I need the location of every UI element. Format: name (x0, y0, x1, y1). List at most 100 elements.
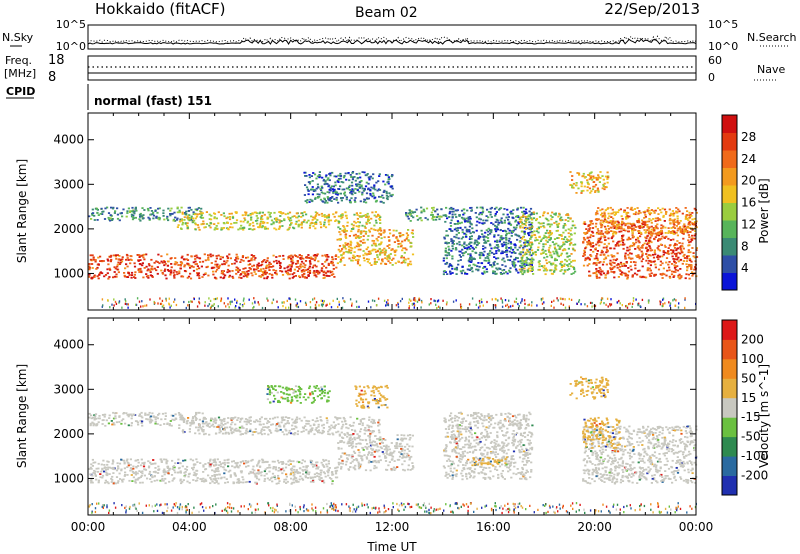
echo-cell (654, 263, 657, 266)
echo-cell (242, 481, 245, 484)
echo-cell (157, 465, 160, 468)
echo-cell (437, 215, 440, 218)
echo-cell (624, 255, 627, 258)
echo-cell (555, 268, 558, 271)
echo-cell (179, 264, 182, 267)
echo-cell (652, 218, 655, 220)
echo-cell (465, 229, 468, 232)
echo-cell (281, 467, 285, 470)
echo-cell (627, 222, 630, 225)
echo-cell (542, 243, 545, 246)
echo-cell (295, 481, 298, 483)
echo-cell (645, 237, 648, 240)
echo-cell (324, 226, 328, 229)
echo-cell (546, 212, 549, 215)
echo-cell (457, 259, 460, 262)
echo-cell (345, 217, 348, 220)
echo-cell (259, 264, 262, 267)
echo-cell (344, 247, 347, 250)
echo-cell (88, 265, 91, 268)
echo-cell (248, 224, 251, 227)
echo-cell (378, 232, 381, 235)
echo-cell (106, 268, 109, 271)
echo-cell (351, 172, 354, 174)
echo-cell (244, 267, 247, 270)
echo-cell (503, 272, 506, 275)
echo-cell (256, 212, 259, 215)
echo-cell (279, 262, 282, 264)
echo-cell (404, 247, 407, 250)
echo-cell (504, 265, 507, 268)
echo-cell (175, 218, 179, 221)
echo-cell (446, 234, 449, 237)
noise-cell (459, 303, 462, 306)
echo-cell (134, 277, 137, 279)
echo-cell (600, 270, 603, 273)
echo-cell (432, 206, 435, 209)
echo-cell (480, 254, 483, 257)
noise-cell (578, 300, 580, 303)
echo-cell (531, 243, 534, 246)
noise-cell (395, 304, 398, 307)
echo-cell (599, 213, 603, 216)
echo-cell (599, 177, 602, 179)
echo-cell (502, 213, 505, 216)
noise-cell (408, 307, 410, 310)
echo-cell (460, 221, 463, 224)
noise-cell (421, 301, 423, 304)
noise-cell (251, 302, 254, 305)
echo-cell (430, 211, 433, 214)
echo-cell (289, 270, 292, 272)
echo-cell (598, 266, 601, 269)
echo-cell (503, 260, 506, 263)
echo-cell (357, 235, 360, 237)
echo-cell (290, 482, 293, 485)
echo-cell (382, 180, 385, 183)
echo-cell (490, 206, 493, 209)
noise-cell (568, 305, 570, 308)
echo-cell (249, 223, 252, 225)
noise-cell (541, 302, 544, 305)
echo-cell (535, 219, 538, 222)
colorbar-tick-label: 24 (741, 152, 756, 166)
echo-cell (195, 215, 199, 218)
echo-cell (358, 181, 361, 184)
echo-cell (481, 272, 484, 275)
echo-cell (354, 221, 357, 224)
echo-cell (163, 458, 166, 461)
echo-cell (248, 259, 251, 262)
echo-cell (686, 210, 689, 213)
echo-cell (119, 212, 122, 215)
echo-cell (341, 216, 344, 218)
noise-cell (338, 300, 340, 303)
echo-cell (342, 181, 345, 184)
echo-cell (501, 250, 504, 253)
echo-cell (241, 255, 245, 257)
noise-cell (412, 298, 415, 301)
echo-cell (548, 246, 551, 249)
echo-cell (279, 211, 282, 213)
echo-cell (535, 230, 539, 233)
echo-cell (669, 232, 672, 234)
echo-cell (626, 276, 629, 279)
echo-cell (630, 252, 633, 255)
echo-cell (256, 222, 259, 225)
echo-cell (171, 459, 174, 462)
echo-cell (530, 224, 533, 227)
noise-cell (580, 303, 582, 306)
echo-cell (371, 211, 374, 214)
echo-cell (547, 232, 550, 234)
echo-cell (299, 265, 302, 268)
echo-cell (648, 226, 651, 229)
echo-cell (598, 233, 601, 235)
echo-cell (334, 220, 337, 222)
noise-cell (385, 301, 388, 304)
echo-cell (312, 481, 315, 483)
echo-cell (648, 254, 651, 256)
echo-cell (521, 268, 524, 271)
echo-cell (492, 262, 495, 264)
echo-cell (381, 194, 384, 197)
nave-tick-bottom: 0 (708, 71, 715, 84)
echo-cell (289, 224, 292, 226)
echo-cell (315, 177, 318, 180)
